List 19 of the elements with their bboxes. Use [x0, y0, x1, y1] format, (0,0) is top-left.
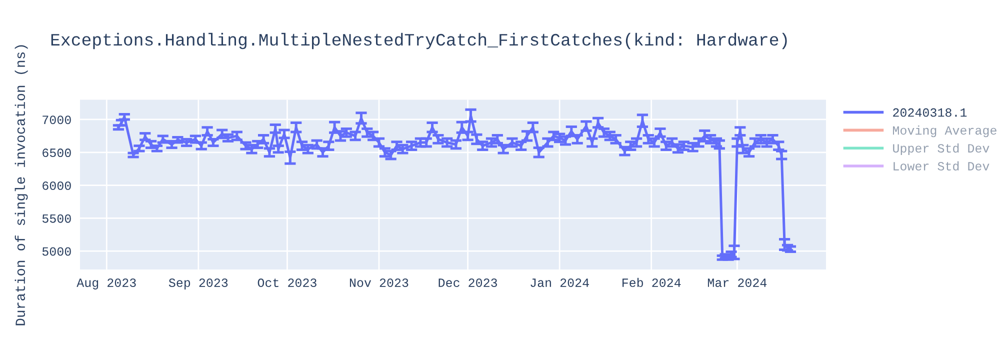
x-tick-label: Feb 2024: [622, 278, 681, 288]
x-tick-label: Aug 2023: [76, 278, 136, 290]
x-tick-label: Nov 2023: [350, 278, 408, 288]
y-tick-label: 6500: [42, 148, 71, 158]
legend-label: Lower Std Dev: [894, 161, 990, 171]
y-tick-label: 5500: [42, 214, 71, 223]
x-tick-label: Mar 2024: [708, 278, 767, 288]
y-axis-title: Duration of single invocation (ns): [14, 45, 28, 326]
y-tick-label: 7000: [42, 116, 71, 124]
legend-label: 20240318.1: [893, 108, 967, 117]
legend-label: Upper Std Dev: [893, 143, 990, 156]
x-tick-label: Jan 2024: [530, 278, 589, 288]
x-tick-label: Sep 2023: [168, 278, 228, 290]
x-tick-label: Oct 2023: [258, 278, 316, 288]
x-tick-label: Dec 2023: [438, 278, 498, 288]
y-tick-label: 5000: [42, 247, 71, 256]
legend-label: Moving Average: [892, 126, 996, 138]
chart-title: Exceptions.Handling.MultipleNestedTryCatch_FirstCatches(kind: Hardware): [51, 32, 787, 50]
y-tick-label: 6000: [42, 181, 71, 190]
